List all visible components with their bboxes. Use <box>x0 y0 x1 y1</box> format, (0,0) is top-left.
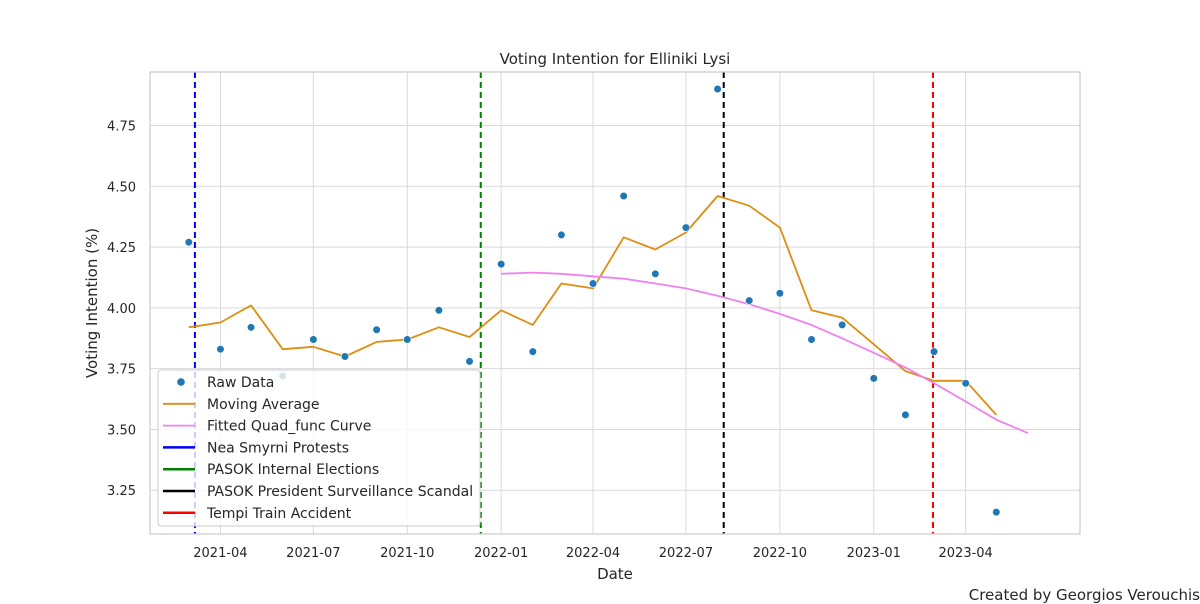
y-tick-labels: 3.25 3.50 3.75 4.00 4.25 4.50 4.75 <box>107 119 136 499</box>
plot-frame <box>149 71 1081 535</box>
data-point <box>807 335 816 344</box>
legend-box <box>157 369 481 527</box>
x-tick-label: 2022-07 <box>659 546 713 561</box>
grid <box>150 72 1080 534</box>
data-point <box>745 296 754 305</box>
data-point <box>838 320 847 329</box>
legend-marker <box>177 378 185 386</box>
legend-label: Raw Data <box>207 375 274 391</box>
data-point <box>869 374 878 383</box>
x-tick-label: 2023-01 <box>847 546 901 561</box>
x-tick-label: 2022-04 <box>566 546 620 561</box>
data-point <box>713 84 722 94</box>
legend-label: Fitted Quad_func Curve <box>207 419 371 435</box>
legend-label: PASOK Internal Elections <box>207 462 379 478</box>
data-point <box>216 345 225 354</box>
data-point <box>465 357 474 366</box>
data-point <box>184 238 193 247</box>
x-tick-label: 2022-01 <box>474 546 528 561</box>
data-point <box>961 379 970 388</box>
y-tick-label: 4.25 <box>107 241 136 256</box>
x-tick-label: 2021-04 <box>193 546 247 561</box>
y-tick-label: 4.50 <box>107 180 136 195</box>
series-layer <box>184 84 1029 517</box>
legend-items: Raw Data Moving Average Fitted Quad_func C… <box>163 375 473 522</box>
x-tick-label: 2021-07 <box>286 546 340 561</box>
chart-title: Voting Intention for Elliniki Lysi <box>500 50 731 68</box>
data-point <box>434 306 444 315</box>
legend-label: Nea Smyrni Protests <box>207 440 349 456</box>
x-tick-label: 2023-04 <box>939 546 993 561</box>
data-point <box>588 279 598 288</box>
data-point <box>992 508 1001 517</box>
data-point <box>681 223 691 232</box>
y-axis-label: Voting Intention (%) <box>83 228 101 378</box>
y-tick-label: 3.50 <box>107 423 136 438</box>
data-point <box>528 347 537 356</box>
data-point <box>309 335 318 344</box>
data-point <box>340 352 350 361</box>
legend: Raw Data Moving Average Fitted Quad_func C… <box>157 369 481 527</box>
y-tick-label: 4.00 <box>107 302 136 317</box>
x-tick-labels: 2021-04 2021-07 2021-10 2022-01 2022-04 2022-… <box>193 546 993 561</box>
legend-label: Tempi Train Accident <box>206 506 352 522</box>
data-point <box>619 191 628 201</box>
data-point <box>901 410 910 419</box>
legend-label: Moving Average <box>207 397 320 413</box>
data-point <box>246 323 256 332</box>
credit-text: Created by Georgios Verouchis <box>968 586 1200 604</box>
data-point <box>403 335 412 344</box>
data-point <box>372 325 381 334</box>
y-tick-label: 4.75 <box>107 119 136 134</box>
data-point <box>651 269 660 278</box>
data-point <box>497 259 506 269</box>
series-line <box>188 195 997 416</box>
x-axis-label: Date <box>597 565 633 583</box>
y-tick-label: 3.25 <box>107 484 136 499</box>
data-point <box>775 289 784 298</box>
x-tick-label: 2021-10 <box>380 546 434 561</box>
legend-label: PASOK President Surveillance Scandal <box>207 484 473 500</box>
data-point <box>929 347 939 356</box>
series-line <box>501 271 1029 434</box>
data-point <box>557 230 566 240</box>
y-tick-label: 3.75 <box>107 363 136 378</box>
x-tick-label: 2022-10 <box>753 546 807 561</box>
